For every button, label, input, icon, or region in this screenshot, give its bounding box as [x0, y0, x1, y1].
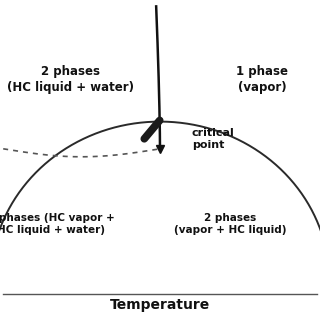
Text: Temperature: Temperature	[110, 298, 210, 312]
Text: critical
point: critical point	[192, 128, 235, 150]
Text: 1 phase
(vapor): 1 phase (vapor)	[236, 66, 288, 94]
Text: 2 phases
(vapor + HC liquid): 2 phases (vapor + HC liquid)	[174, 213, 287, 235]
Text: 2 phases
(HC liquid + water): 2 phases (HC liquid + water)	[7, 66, 134, 94]
Text: 3 phases (HC vapor +
HC liquid + water): 3 phases (HC vapor + HC liquid + water)	[0, 213, 115, 235]
